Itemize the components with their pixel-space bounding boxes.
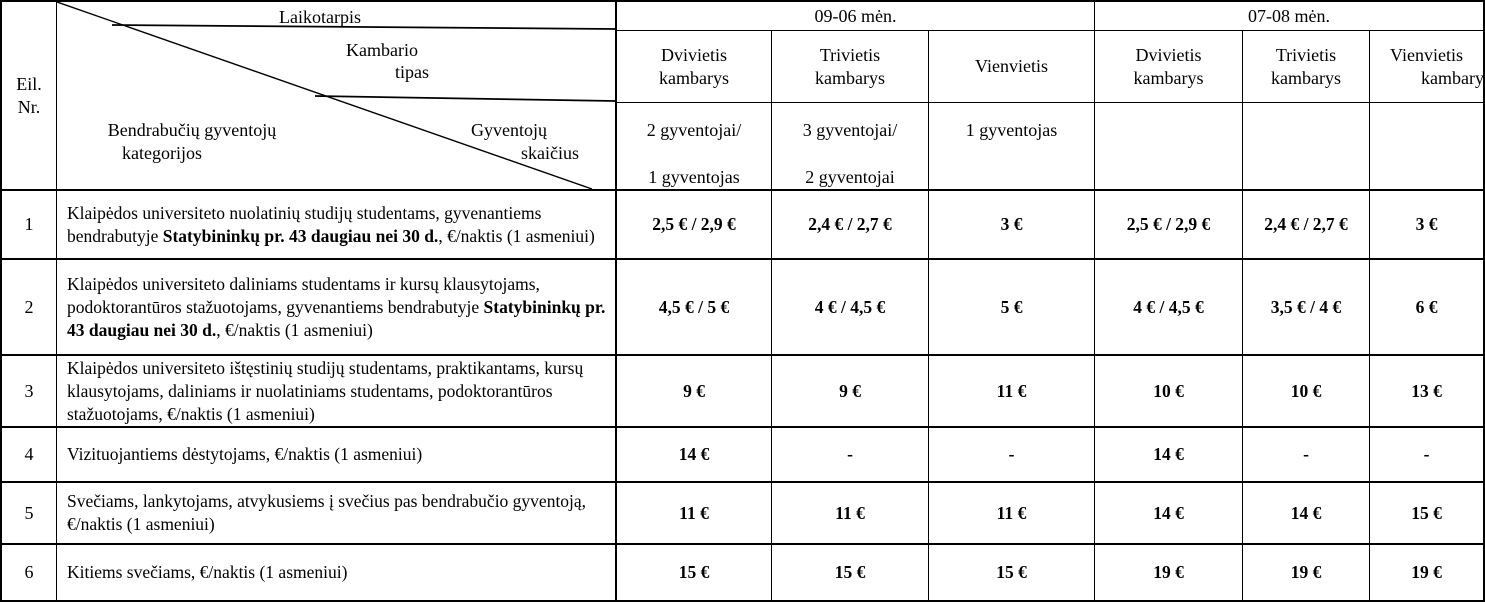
price-cell: 11 € bbox=[929, 483, 1095, 545]
price-cell: 9 € bbox=[772, 356, 929, 428]
diagonal-header-cell: Laikotarpis Kambario tipas Bendrabučių g… bbox=[57, 2, 617, 191]
price-cell: 15 € bbox=[929, 545, 1095, 600]
price-cell: 14 € bbox=[617, 428, 772, 483]
row-description: Vizituojantiems dėstytojams, €/naktis (1… bbox=[57, 428, 617, 483]
price-cell: - bbox=[929, 428, 1095, 483]
price-cell: 15 € bbox=[1370, 483, 1483, 545]
price-cell: 19 € bbox=[1243, 545, 1370, 600]
price-cell: 2,4 € / 2,7 € bbox=[1243, 191, 1370, 260]
price-cell: 11 € bbox=[617, 483, 772, 545]
price-cell: 2,5 € / 2,9 € bbox=[617, 191, 772, 260]
room-type-header: Vienvietis bbox=[929, 31, 1095, 103]
occupancy-header-empty bbox=[1095, 103, 1243, 191]
occupancy-header: 1 gyventojas bbox=[929, 103, 1095, 191]
occupancy-header: 3 gyventojai/ 2 gyventojai bbox=[772, 103, 929, 191]
price-cell: 14 € bbox=[1243, 483, 1370, 545]
occupancy-header-empty bbox=[1243, 103, 1370, 191]
price-cell: 3,5 € / 4 € bbox=[1243, 260, 1370, 356]
price-cell: 3 € bbox=[929, 191, 1095, 260]
row-number-header-cell: Eil. Nr. bbox=[2, 2, 57, 191]
room-type-header: Trivietis kambarys bbox=[772, 31, 929, 103]
price-cell: - bbox=[1243, 428, 1370, 483]
price-cell: 10 € bbox=[1243, 356, 1370, 428]
row-description: Klaipėdos universiteto nuolatinių studij… bbox=[57, 191, 617, 260]
room-type-axis-label-line2: tipas bbox=[395, 62, 429, 82]
row-number: 4 bbox=[2, 428, 57, 483]
price-cell: 6 € bbox=[1370, 260, 1483, 356]
room-type-header: Trivietis kambarys bbox=[1243, 31, 1370, 103]
price-cell: 2,4 € / 2,7 € bbox=[772, 191, 929, 260]
room-type-axis-label-line1: Kambario bbox=[346, 40, 418, 60]
resident-category-label-line2: kategorijos bbox=[122, 143, 202, 163]
price-cell: 14 € bbox=[1095, 428, 1243, 483]
room-type-header: Dvivietis kambarys bbox=[617, 31, 772, 103]
price-cell: 11 € bbox=[772, 483, 929, 545]
price-cell: 15 € bbox=[617, 545, 772, 600]
price-cell: 2,5 € / 2,9 € bbox=[1095, 191, 1243, 260]
price-cell: 13 € bbox=[1370, 356, 1483, 428]
row-description: Svečiams, lankytojams, atvykusiems į sve… bbox=[57, 483, 617, 545]
price-cell: - bbox=[772, 428, 929, 483]
period-axis-label: Laikotarpis bbox=[279, 7, 361, 27]
resident-count-label-line2: skaičius bbox=[521, 143, 579, 163]
diagonal-divider-lines bbox=[57, 2, 615, 189]
price-cell: 3 € bbox=[1370, 191, 1483, 260]
room-type-header-clipped: Vienvietis kambarys bbox=[1370, 31, 1483, 103]
resident-category-label-line1: Bendrabučių gyventojų bbox=[107, 120, 277, 140]
price-cell: 15 € bbox=[772, 545, 929, 600]
price-cell: 9 € bbox=[617, 356, 772, 428]
row-description: Kitiems svečiams, €/naktis (1 asmeniui) bbox=[57, 545, 617, 600]
price-cell: 4 € / 4,5 € bbox=[772, 260, 929, 356]
resident-count-label-line1: Gyventojų bbox=[471, 120, 547, 140]
price-cell: 19 € bbox=[1095, 545, 1243, 600]
price-cell: 19 € bbox=[1370, 545, 1483, 600]
row-description: Klaipėdos universiteto ištęstinių studij… bbox=[57, 356, 617, 428]
price-cell: 4,5 € / 5 € bbox=[617, 260, 772, 356]
row-number: 6 bbox=[2, 545, 57, 600]
row-number: 2 bbox=[2, 260, 57, 356]
price-cell: 11 € bbox=[929, 356, 1095, 428]
row-number: 1 bbox=[2, 191, 57, 260]
period-header-07-08: 07-08 mėn. bbox=[1095, 2, 1483, 31]
row-number-header-line1: Eil. bbox=[16, 73, 42, 94]
occupancy-header-empty bbox=[1370, 103, 1483, 191]
price-cell: 14 € bbox=[1095, 483, 1243, 545]
price-cell: - bbox=[1370, 428, 1483, 483]
price-cell: 4 € / 4,5 € bbox=[1095, 260, 1243, 356]
row-number-header-line2: Nr. bbox=[17, 96, 41, 117]
period-header-09-06: 09-06 mėn. bbox=[617, 2, 1095, 31]
row-number: 3 bbox=[2, 356, 57, 428]
room-type-header: Dvivietis kambarys bbox=[1095, 31, 1243, 103]
row-number: 5 bbox=[2, 483, 57, 545]
occupancy-header: 2 gyventojai/ 1 gyventojas bbox=[617, 103, 772, 191]
price-cell: 10 € bbox=[1095, 356, 1243, 428]
row-description: Klaipėdos universiteto daliniams student… bbox=[57, 260, 617, 356]
price-cell: 5 € bbox=[929, 260, 1095, 356]
